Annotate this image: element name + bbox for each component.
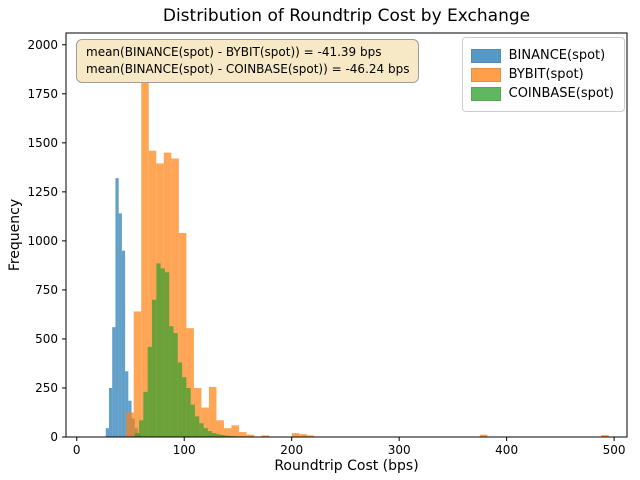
histogram-bar [148,150,157,437]
annotation-line-mean-coinbase: mean(BINANCE(spot) - COINBASE(spot)) = -… [86,62,410,76]
x-axis-label: Roundtrip Cost (bps) [274,458,419,474]
histogram-bar [118,213,122,437]
legend-item-bybit: BYBIT(spot) [470,67,614,82]
histogram-bar [108,387,113,437]
histogram-bar [182,377,187,437]
histogram-bar [160,268,165,437]
histogram-bar [216,420,224,437]
histogram-bar [186,387,191,437]
legend-swatch [470,48,501,63]
histogram-bar [115,178,119,437]
histogram-bar [134,433,140,437]
legend-label: COINBASE(spot) [508,86,614,101]
histogram-bar [139,420,144,437]
legend-item-binance: BINANCE(spot) [470,48,614,63]
histogram-bar [208,386,217,437]
histogram-bar [207,431,213,437]
histogram-bar [125,371,129,437]
histogram-bar [133,311,142,437]
histogram-bar [201,407,209,437]
annotation-line-mean-bybit: mean(BINANCE(spot) - BYBIT(spot)) = -41.… [86,45,382,59]
chart-title: Distribution of Roundtrip Cost by Exchan… [162,6,531,26]
histogram-bar [246,434,255,437]
histogram-bar [203,428,208,437]
histogram-bar [479,434,488,437]
histogram-bar [299,434,307,437]
legend: BINANCE(spot) BYBIT(spot) COINBASE(spot) [461,37,625,112]
histogram-bar [231,425,240,437]
y-tick-label: 250 [35,381,58,395]
histogram-bar [126,412,134,437]
histogram-bar [151,299,157,437]
histogram-bar [220,435,226,437]
legend-label: BINANCE(spot) [508,48,606,63]
y-tick-label: 1250 [27,185,58,199]
histogram-bar [177,362,183,437]
histogram-bar [121,250,126,437]
histogram-bar [194,416,200,437]
histogram-bar [193,387,202,437]
y-tick-label: 1000 [27,234,58,248]
histogram-bar [239,432,247,437]
histogram-bar [156,263,161,437]
histogram-bar [225,435,230,437]
x-tick-label: 200 [280,443,303,457]
histogram-bar [261,435,270,437]
histogram-bar [112,327,116,437]
histogram-bar [199,423,204,437]
y-tick-label: 1750 [27,87,58,101]
y-tick-label: 1500 [27,136,58,150]
x-tick-label: 100 [173,443,196,457]
histogram-bar [216,434,221,437]
histogram-bar [186,328,194,437]
histogram-bar [164,272,170,437]
x-tick-label: 300 [388,443,411,457]
histogram-bar [141,42,149,438]
y-tick-label: 500 [35,332,58,346]
histogram-bar [171,158,179,437]
y-tick-label: 750 [35,283,58,297]
legend-swatch [470,86,501,101]
histogram-bar [212,433,217,437]
histogram-bar [169,326,174,437]
x-tick-label: 400 [495,443,518,457]
histogram-bar [178,233,187,437]
histogram-bar [105,428,109,437]
legend-swatch [470,67,501,82]
histogram-bar [223,428,232,437]
annotation-box: mean(BINANCE(spot) - BYBIT(spot)) = -41.… [76,39,420,83]
x-tick-label: 500 [603,443,626,457]
x-tick-label: 0 [73,443,81,457]
histogram-bar [143,391,148,437]
histogram-bar [190,404,195,437]
histogram-bar [147,346,152,437]
y-axis-label: Frequency [7,198,23,272]
histogram-bar [173,333,178,437]
axes-frame [65,32,628,438]
histogram-bar [291,433,300,437]
legend-label: BYBIT(spot) [508,67,584,82]
y-tick-label: 2000 [27,38,58,52]
histogram-bar [601,435,609,437]
y-tick-label: 0 [50,430,58,444]
legend-item-coinbase: COINBASE(spot) [470,86,614,101]
histogram-bar [306,435,315,437]
